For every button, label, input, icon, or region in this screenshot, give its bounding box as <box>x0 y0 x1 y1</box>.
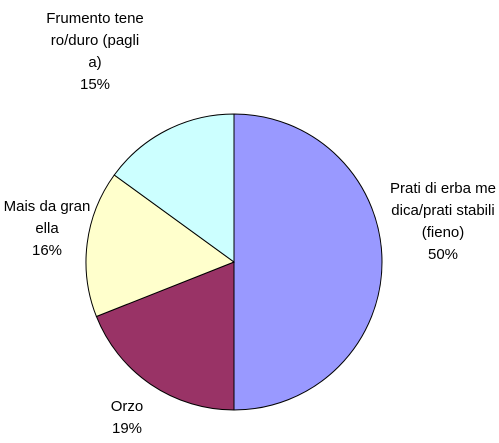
slice-label: Mais da granella 16% <box>2 196 92 262</box>
percent-label: 15% <box>79 76 111 93</box>
category-name: Frumento tenero/duro (paglia) <box>46 10 144 71</box>
category-name: Prati di erba medica/prati stabili(fieno… <box>390 180 496 241</box>
category-name: Mais da granella <box>3 198 91 237</box>
category-name: Orzo <box>110 398 144 415</box>
percent-label: 16% <box>31 242 63 259</box>
percent-label: 19% <box>111 420 143 437</box>
slice-label: Frumento tenero/duro (paglia) 15% <box>45 8 145 96</box>
slice-label: Prati di erba medica/prati stabili(fieno… <box>388 178 498 266</box>
percent-label: 50% <box>427 246 459 263</box>
pie-slice <box>113 113 235 263</box>
slice-label: Orzo 19% <box>80 396 174 440</box>
pie-slice <box>233 113 383 411</box>
pie-slice <box>85 174 236 318</box>
pie-slice <box>95 261 235 411</box>
